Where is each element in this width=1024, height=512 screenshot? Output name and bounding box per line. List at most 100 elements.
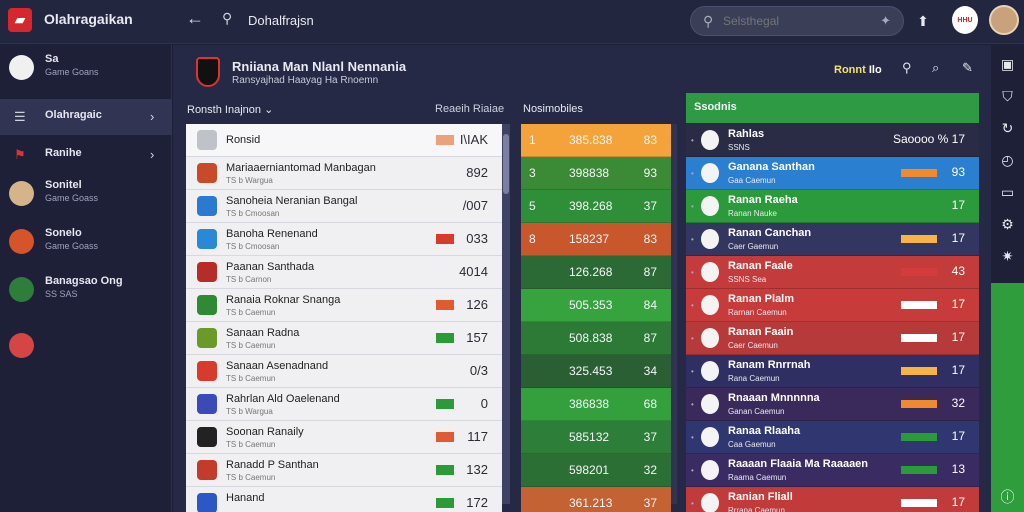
app-logo[interactable]: ▰ [8, 8, 32, 32]
sidebar-item[interactable] [0, 327, 172, 363]
search-icon[interactable]: ⚲ [222, 10, 233, 26]
edit-icon[interactable]: ✎ [962, 60, 973, 75]
sidebar-item[interactable]: Sonitel Game Goass [0, 175, 172, 211]
avatar[interactable] [989, 5, 1019, 35]
search-input[interactable] [723, 12, 863, 30]
number-row[interactable]: 361.213 37 [521, 487, 671, 512]
refresh-icon[interactable]: ↻ [1001, 120, 1014, 136]
sidebar-item[interactable]: Sonelo Game Goass [0, 223, 172, 259]
filter-icon[interactable]: ✦ [880, 13, 891, 28]
number-row[interactable]: 3 398838 93 [521, 157, 671, 190]
bullet-icon: • [691, 367, 694, 376]
table-row[interactable]: Sanaan Asenadnand TS b Caemun 0/3 [186, 355, 502, 388]
standing-row[interactable]: • Ranan Faain Caer Caemun 17 [686, 322, 979, 355]
standing-row[interactable]: • Rnaaan Mnnnnna Ganan Caemun 32 [686, 388, 979, 421]
player-meta: TS b Carnon [226, 275, 272, 284]
team-meta: Rana Caemun [728, 374, 780, 383]
sidebar-item[interactable]: Banagsao Ong SS SAS [0, 271, 172, 307]
form-bar [901, 433, 937, 441]
number-row[interactable]: 585132 37 [521, 421, 671, 454]
scroll-thumb[interactable] [503, 134, 509, 194]
player-meta: TS b Caemun [226, 473, 276, 482]
table-row[interactable]: Ranaia Roknar Snanga TS b Caemun 126 [186, 289, 502, 322]
settings-icon[interactable]: ⚙ [1001, 216, 1014, 232]
table-row[interactable]: Ronsid I\IAK [186, 124, 502, 157]
team-name: Ranam Rnrrnah [728, 359, 811, 371]
table-row[interactable]: Rahrlan Ald Oaelenand TS b Wargua 0 [186, 388, 502, 421]
row-score: 37 [643, 496, 657, 510]
sidebar-item[interactable]: ☰ › Olahragaic [0, 99, 172, 135]
player-value: 117 [467, 429, 488, 444]
player-name: Hanand [226, 492, 265, 504]
search-icon[interactable]: ⚲ [902, 60, 912, 75]
team-value: 17 [951, 198, 965, 212]
info-icon[interactable]: ⓘ [1000, 488, 1015, 505]
number-row[interactable]: 8 158237 83 [521, 223, 671, 256]
sidebar-item[interactable]: Sa Game Goans [0, 49, 172, 85]
number-row[interactable]: 505.353 84 [521, 289, 671, 322]
table-row[interactable]: Mariaaerniantomad Manbagan TS b Wargua 892 [186, 157, 502, 190]
standing-row[interactable]: • Ranan Raeha Ranan Nauke 17 [686, 190, 979, 223]
scrollbar[interactable] [502, 124, 510, 504]
bullet-icon: • [691, 301, 694, 310]
sidebar-item-title: Sa [45, 53, 59, 65]
form-bar [901, 499, 937, 507]
player-meta: TS b Wargua [226, 407, 273, 416]
standing-row[interactable]: • Ranaa Rlaaha Caa Gaemun 17 [686, 421, 979, 454]
table-row[interactable]: Paanan Santhada TS b Carnon 4014 [186, 256, 502, 289]
number-row[interactable]: 386838 68 [521, 388, 671, 421]
team-name: Raaaan Flaaia Ma Raaaaen [728, 458, 869, 470]
standing-row[interactable]: • Rahlas SSNS Saoooo % 17 [686, 124, 979, 157]
team-badge-icon [197, 361, 217, 381]
team-badge-icon [701, 130, 719, 150]
standing-row[interactable]: • Ganana Santhan Gaa Caemun 93 [686, 157, 979, 190]
table-row[interactable]: Hanand 172 [186, 487, 502, 512]
standing-row[interactable]: • Ranan Plalm Rarnan Caemun 17 [686, 289, 979, 322]
number-row[interactable]: 5 398.268 37 [521, 190, 671, 223]
number-row[interactable]: 508.838 87 [521, 322, 671, 355]
team-meta: Ganan Caemun [728, 407, 785, 416]
standing-row[interactable]: • Ranian Fliall Rrrana Caemun 17 [686, 487, 979, 512]
avatar [9, 277, 34, 302]
numbers-list: 1 385.838 83 3 398838 93 5 398.268 37 8 158237 83 12… [521, 124, 671, 512]
table-row[interactable]: Banoha Renenand TS b Cmoosan 033 [186, 223, 502, 256]
number-row[interactable]: 325.453 34 [521, 355, 671, 388]
number-row[interactable]: 1 385.838 83 [521, 124, 671, 157]
team-badge-icon [197, 427, 217, 447]
table-row[interactable]: Ranadd P Santhan TS b Caemun 132 [186, 454, 502, 487]
column-header-players[interactable]: Ronsth Inajnon ⌄ [187, 104, 274, 116]
history-icon[interactable]: ◴ [1001, 152, 1014, 168]
comment-icon[interactable]: ▭ [1000, 184, 1015, 200]
search-box[interactable]: ⚲ ✦ [690, 6, 904, 36]
form-bar [901, 235, 937, 243]
standing-row[interactable]: • Ranan Canchan Caer Gaemun 17 [686, 223, 979, 256]
back-arrow-icon[interactable]: ← [186, 8, 204, 28]
team-value: 32 [951, 396, 965, 410]
standing-row[interactable]: • Ranam Rnrrnah Rana Caemun 17 [686, 355, 979, 388]
sidebar-item[interactable]: ⚑ › Ranihe [0, 137, 172, 173]
zoom-icon[interactable]: ⌕ [932, 60, 940, 75]
green-panel: ⓘ [991, 283, 1024, 512]
standing-row[interactable]: • Raaaan Flaaia Ma Raaaaen Raama Caemun 13 [686, 454, 979, 487]
row-rank: 5 [529, 199, 536, 213]
row-number: 386838 [569, 397, 610, 411]
number-row[interactable]: 126.268 87 [521, 256, 671, 289]
notification-icon[interactable]: ⬆ [917, 12, 929, 29]
club-badge[interactable]: HHU [952, 6, 978, 34]
tools-icon[interactable]: ✷ [1001, 248, 1014, 264]
team-badge-icon [701, 328, 719, 348]
standing-row[interactable]: • Ranan Faale SSNS Sea 43 [686, 256, 979, 289]
table-row[interactable]: Soonan Ranaily TS b Caemun 117 [186, 421, 502, 454]
layout-icon[interactable]: ▣ [1000, 56, 1015, 72]
team-badge-icon [197, 130, 217, 150]
row-number: 361.213 [569, 496, 613, 510]
table-row[interactable]: Sanoheia Neranian Bangal TS b Cmoosan/007 [186, 190, 502, 223]
menu-icon: ☰ [14, 109, 26, 124]
player-meta: TS b Caemun [226, 308, 276, 317]
number-row[interactable]: 598201 32 [521, 454, 671, 487]
shield-icon[interactable]: ⛉ [1002, 88, 1013, 104]
row-score: 37 [643, 199, 657, 213]
scrollbar[interactable] [671, 124, 677, 504]
table-row[interactable]: Sanaan Radna TS b Caemun 157 [186, 322, 502, 355]
row-number: 505.353 [569, 298, 613, 312]
